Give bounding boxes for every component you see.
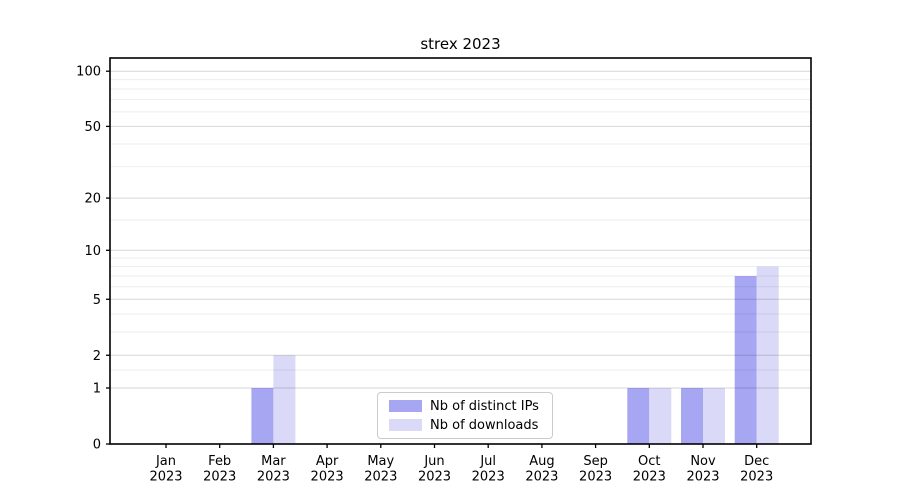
y-tick-label: 0	[93, 438, 101, 453]
y-tick-label: 10	[84, 244, 101, 259]
bar-distinct-ips	[734, 276, 757, 444]
x-tick-label: Aug 2023	[525, 454, 558, 485]
y-tick-label: 20	[84, 192, 101, 207]
x-tick-label: Oct 2023	[633, 454, 666, 485]
x-tick-label: Jan 2023	[149, 454, 182, 485]
y-tick-label: 100	[76, 65, 101, 80]
bar-downloads	[649, 388, 672, 444]
x-tick-label: Jul 2023	[472, 454, 505, 485]
x-tick-label: Dec 2023	[740, 454, 773, 485]
x-tick-label: Feb 2023	[203, 454, 236, 485]
bar-distinct-ips	[627, 388, 650, 444]
x-tick-label: Apr 2023	[311, 454, 344, 485]
x-tick-label: Mar 2023	[257, 454, 290, 485]
legend-label: Nb of downloads	[430, 417, 539, 433]
x-tick-label: Nov 2023	[686, 454, 719, 485]
bar-distinct-ips	[681, 388, 703, 444]
bar-downloads	[703, 388, 725, 444]
legend-swatch	[389, 400, 422, 412]
x-tick-label: Jun 2023	[418, 454, 451, 485]
y-tick-label: 2	[93, 349, 101, 364]
bar-downloads	[756, 266, 779, 444]
legend-label: Nb of distinct IPs	[430, 398, 539, 414]
chart-title: strex 2023	[420, 35, 501, 53]
y-tick-label: 5	[93, 293, 101, 308]
x-tick-label: May 2023	[364, 454, 397, 485]
x-tick-label: Sep 2023	[579, 454, 612, 485]
axes-spines	[109, 57, 812, 445]
legend-row: Nb of downloads	[389, 417, 542, 433]
bar-downloads	[273, 355, 296, 444]
y-tick-label: 50	[84, 120, 101, 135]
legend: Nb of distinct IPs Nb of downloads	[377, 392, 553, 439]
y-tick-label: 1	[93, 382, 101, 397]
bar-distinct-ips	[251, 388, 274, 444]
legend-row: Nb of distinct IPs	[389, 398, 542, 414]
legend-swatch	[389, 419, 422, 431]
